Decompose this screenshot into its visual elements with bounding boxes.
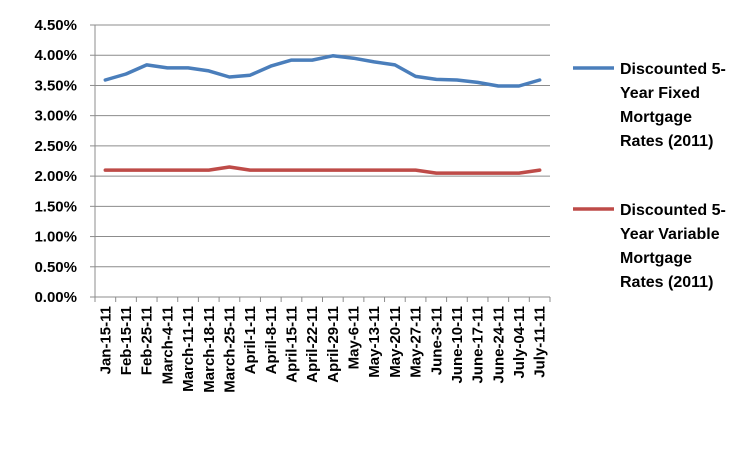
x-tick-label: April-1-11 [242, 306, 259, 374]
x-tick-label: April-29-11 [325, 306, 342, 383]
y-tick-label: 2.50% [34, 138, 77, 155]
x-tick-label: June-10-11 [449, 306, 466, 384]
x-tick-label: June-17-11 [470, 306, 487, 384]
x-tick-label: May-20-11 [387, 306, 404, 378]
x-tick-label: April-8-11 [263, 306, 280, 374]
x-tick-label: July-11-11 [532, 306, 549, 378]
x-tick-label: Jan-15-11 [97, 306, 114, 374]
x-tick-label: Feb-15-11 [118, 306, 135, 375]
gridlines [95, 24, 550, 268]
legend: Discounted 5- Year Fixed Mortgage Rates (20… [573, 61, 726, 291]
legend-label-line: Rates (2011) [620, 274, 713, 291]
x-tick-label: May-27-11 [408, 306, 425, 378]
y-tick-label: 3.50% [34, 77, 77, 94]
x-tick-label: June-3-11 [428, 306, 445, 375]
y-tick-label: 0.00% [34, 289, 77, 306]
series-line-2 [103, 165, 542, 175]
x-tick-label: March-25-11 [221, 306, 238, 393]
y-tick-label: 1.50% [34, 198, 77, 215]
x-tick-label: March-18-11 [201, 306, 218, 393]
y-tick-label: 4.00% [34, 47, 77, 64]
legend-label-line: Discounted 5- [620, 61, 726, 78]
y-tick-label: 4.50% [34, 17, 77, 34]
series-lines [103, 54, 542, 175]
legend-label-line: Year Variable [620, 226, 720, 243]
x-tick-label: April-22-11 [304, 306, 321, 383]
x-tick-label: May-13-11 [366, 306, 383, 378]
legend-label-line: Discounted 5- [620, 202, 726, 219]
x-tick-label: March-11-11 [180, 306, 197, 392]
x-tick-label: July-04-11 [511, 306, 528, 379]
y-tick-label: 1.00% [34, 229, 77, 246]
y-tick-label: 3.00% [34, 108, 77, 125]
y-axis-ticks: 0.00% 0.50% 1.00% 1.50% 2.00% 2.50% 3.00% 3.50%… [34, 17, 95, 306]
series-line-1 [103, 54, 542, 88]
x-tick-label: May-6-11 [346, 306, 363, 369]
legend-label-line: Mortgage [620, 109, 692, 126]
x-axis-ticks: Jan-15-11 Feb-15-11 Feb-25-11 March-4-11 Mar… [94, 297, 551, 393]
legend-label-line: Rates (2011) [620, 133, 713, 150]
y-tick-label: 2.00% [34, 168, 77, 185]
legend-label-line: Year Fixed [620, 85, 700, 102]
x-tick-label: June-24-11 [490, 306, 507, 384]
x-tick-label: March-4-11 [159, 306, 176, 384]
legend-label-line: Mortgage [620, 250, 692, 267]
x-tick-label: Feb-25-11 [139, 306, 156, 375]
x-tick-label: April-15-11 [283, 306, 300, 383]
y-tick-label: 0.50% [34, 259, 77, 276]
